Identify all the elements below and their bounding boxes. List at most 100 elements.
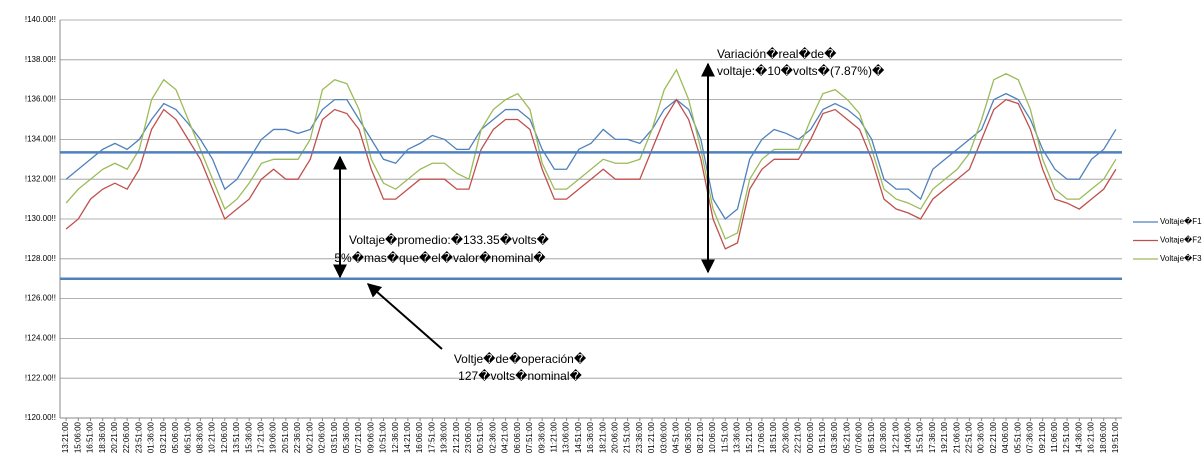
x-tick-label: 16:06:00 — [415, 421, 424, 453]
x-tick-label: 03:51:00 — [330, 421, 339, 453]
x-tick-label: 20:21:00 — [110, 421, 119, 453]
x-tick-label: 12:36:00 — [391, 421, 400, 453]
x-tick-label: 05:36:00 — [342, 421, 351, 453]
x-tick-label: 11:21:00 — [549, 421, 558, 452]
x-tick-label: 16:36:00 — [586, 421, 595, 453]
x-tick-label: 08:51:00 — [867, 421, 876, 453]
annotation: voltaje:�10�volts�(7.87%)� — [717, 64, 885, 78]
x-tick-label: 17:51:00 — [427, 421, 436, 453]
y-tick-label: !122.00!! — [25, 373, 56, 382]
annotation: 127�volts�nominal� — [458, 369, 582, 383]
x-tick-label: 21:51:00 — [623, 421, 632, 453]
x-tick-label: 03:06:00 — [659, 421, 668, 453]
x-tick-label: 21:06:00 — [952, 421, 961, 453]
legend-label: Voltaje�F1 — [1160, 216, 1202, 226]
x-tick-label: 15:51:00 — [916, 421, 925, 453]
x-tick-label: 01:51:00 — [818, 421, 827, 453]
x-tick-label: 02:21:00 — [989, 421, 998, 453]
y-tick-label: !126.00!! — [25, 294, 56, 303]
x-tick-label: 04:06:00 — [1001, 421, 1010, 453]
x-tick-label: 18:36:00 — [98, 421, 107, 453]
legend-label: Voltaje�F2 — [1160, 235, 1202, 245]
x-tick-label: 14:36:00 — [1074, 421, 1083, 453]
y-tick-label: !130.00!! — [25, 214, 56, 223]
x-tick-label: 09:36:00 — [537, 421, 546, 453]
x-tick-label: 00:06:00 — [806, 421, 815, 453]
y-tick-label: !136.00!! — [25, 95, 56, 104]
x-tick-label: 10:06:00 — [708, 421, 717, 453]
x-tick-label: 06:51:00 — [183, 421, 192, 453]
x-tick-label: 13:06:00 — [562, 421, 571, 453]
x-tick-label: 01:21:00 — [647, 421, 656, 453]
x-tick-label: 12:21:00 — [891, 421, 900, 453]
x-tick-label: 14:51:00 — [574, 421, 583, 453]
x-tick-label: 10:21:00 — [208, 421, 217, 453]
series-line — [65, 68, 1117, 240]
x-tick-label: 10:36:00 — [879, 421, 888, 453]
x-tick-label: 19:21:00 — [940, 421, 949, 453]
x-tick-label: 07:36:00 — [1026, 421, 1035, 453]
x-tick-label: 20:51:00 — [281, 421, 290, 453]
x-tick-label: 18:21:00 — [598, 421, 607, 453]
x-tick-label: 00:36:00 — [977, 421, 986, 453]
x-tick-label: 11:51:00 — [720, 421, 729, 452]
x-tick-label: 04:51:00 — [672, 421, 681, 453]
x-tick-label: 16:51:00 — [86, 421, 95, 453]
series-line — [65, 92, 1117, 220]
annotation: Voltje�de�operación� — [454, 352, 587, 366]
x-tick-label: 19:51:00 — [1111, 421, 1120, 453]
annotation: 5%�mas�que�el�valor�nominal� — [334, 251, 546, 265]
x-tick-label: 22:51:00 — [965, 421, 974, 453]
x-tick-label: 07:06:00 — [855, 421, 864, 453]
x-tick-label: 20:06:00 — [611, 421, 620, 453]
x-tick-label: 07:51:00 — [525, 421, 534, 453]
x-tick-label: 22:21:00 — [794, 421, 803, 453]
x-tick-label: 15:06:00 — [73, 421, 82, 453]
annotation: Variación�real�de� — [717, 47, 837, 61]
x-tick-label: 11:06:00 — [1050, 421, 1059, 452]
arrow — [366, 283, 443, 350]
x-tick-label: 23:51:00 — [134, 421, 143, 453]
x-tick-label: 02:36:00 — [488, 421, 497, 453]
x-tick-label: 10:51:00 — [379, 421, 388, 453]
x-tick-label: 22:36:00 — [293, 421, 302, 453]
x-tick-label: 18:51:00 — [769, 421, 778, 453]
x-tick-label: 07:21:00 — [354, 421, 363, 453]
x-tick-label: 13:21:00 — [61, 421, 70, 453]
x-tick-label: 15:36:00 — [244, 421, 253, 453]
x-tick-label: 04:21:00 — [501, 421, 510, 453]
x-tick-label: 05:51:00 — [1013, 421, 1022, 453]
x-tick-label: 08:36:00 — [195, 421, 204, 453]
x-tick-label: 12:06:00 — [220, 421, 229, 453]
x-tick-label: 06:36:00 — [684, 421, 693, 453]
annotation: Voltaje�promedio:�133.35�volts� — [349, 233, 550, 247]
y-tick-label: !134.00!! — [25, 135, 56, 144]
x-tick-label: 09:06:00 — [366, 421, 375, 453]
legend-label: Voltaje�F3 — [1160, 253, 1202, 263]
x-tick-label: 19:06:00 — [269, 421, 278, 453]
x-tick-label: 05:06:00 — [171, 421, 180, 453]
y-tick-label: !128.00!! — [25, 254, 56, 263]
x-tick-label: 12:51:00 — [1062, 421, 1071, 453]
y-tick-label: !120.00!! — [25, 413, 56, 422]
x-tick-label: 01:36:00 — [147, 421, 156, 453]
x-tick-label: 21:21:00 — [452, 421, 461, 453]
x-tick-label: 02:06:00 — [318, 421, 327, 453]
x-tick-label: 23:36:00 — [635, 421, 644, 453]
x-tick-label: 20:36:00 — [781, 421, 790, 453]
x-tick-label: 19:36:00 — [440, 421, 449, 453]
x-tick-label: 06:06:00 — [513, 421, 522, 453]
y-tick-label: !138.00!! — [25, 55, 56, 64]
x-tick-label: 03:36:00 — [830, 421, 839, 453]
x-tick-label: 17:36:00 — [928, 421, 937, 453]
x-tick-label: 22:06:00 — [122, 421, 131, 453]
x-tick-label: 13:51:00 — [232, 421, 241, 453]
x-tick-label: 18:06:00 — [1099, 421, 1108, 453]
y-tick-label: !140.00!! — [25, 15, 56, 24]
x-tick-label: 14:06:00 — [903, 421, 912, 453]
x-tick-label: 05:21:00 — [842, 421, 851, 453]
x-tick-label: 00:51:00 — [476, 421, 485, 453]
x-tick-label: 17:06:00 — [757, 421, 766, 453]
x-tick-label: 03:21:00 — [159, 421, 168, 453]
